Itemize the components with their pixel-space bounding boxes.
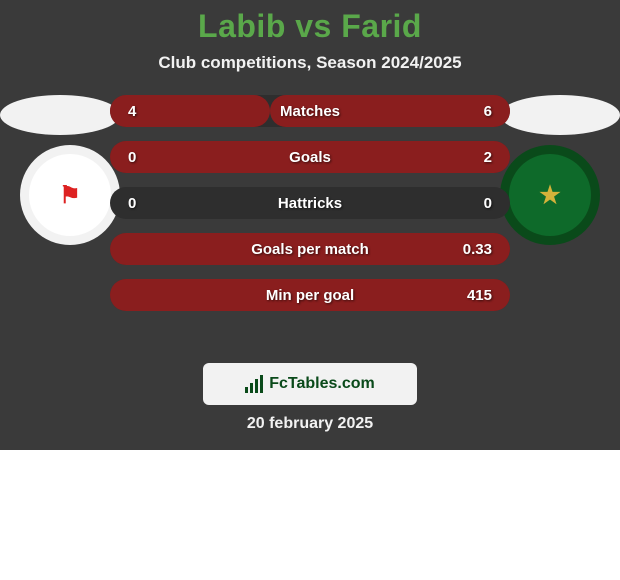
branding-text: FcTables.com: [269, 375, 375, 393]
stat-label: Goals per match: [251, 241, 369, 258]
stat-left-value: 0: [128, 149, 136, 166]
stat-left-value: 0: [128, 195, 136, 212]
country-flag-left: [0, 95, 120, 135]
stat-right-value: 0.33: [463, 241, 492, 258]
club-badge-right: ★: [500, 145, 600, 245]
comparison-card: Labib vs Farid Club competitions, Season…: [0, 0, 620, 580]
stat-right-value: 6: [484, 103, 492, 120]
stat-label: Min per goal: [266, 287, 354, 304]
stat-label: Matches: [280, 103, 340, 120]
stat-bars: 4 Matches 6 0 Goals 2 0 Hattricks 0 Goals per mat…: [110, 95, 510, 311]
club-badge-left-inner: ⚑: [29, 154, 111, 236]
stat-bar: 4 Matches 6: [110, 95, 510, 127]
stat-right-value: 415: [467, 287, 492, 304]
stat-right-value: 0: [484, 195, 492, 212]
footer-date: 20 february 2025: [0, 415, 620, 433]
club-badge-right-inner: ★: [509, 154, 591, 236]
stat-label: Goals: [289, 149, 331, 166]
country-flag-right: [500, 95, 620, 135]
stat-bar: 0 Hattricks 0: [110, 187, 510, 219]
stat-bar: Min per goal 415: [110, 279, 510, 311]
stat-bar: Goals per match 0.33: [110, 233, 510, 265]
branding-badge[interactable]: FcTables.com: [203, 363, 417, 405]
arena: ⚑ ★ 4 Matches 6 0 Goals 2 0 Hattricks 0 Goals per…: [0, 95, 620, 345]
stat-label: Hattricks: [278, 195, 342, 212]
stat-left-value: 4: [128, 103, 136, 120]
dark-region: Labib vs Farid Club competitions, Season…: [0, 0, 620, 450]
stat-bar: 0 Goals 2: [110, 141, 510, 173]
page-subtitle: Club competitions, Season 2024/2025: [0, 53, 620, 73]
bar-chart-icon: [245, 375, 263, 393]
club-badge-left: ⚑: [20, 145, 120, 245]
page-title: Labib vs Farid: [0, 0, 620, 45]
stat-right-value: 2: [484, 149, 492, 166]
